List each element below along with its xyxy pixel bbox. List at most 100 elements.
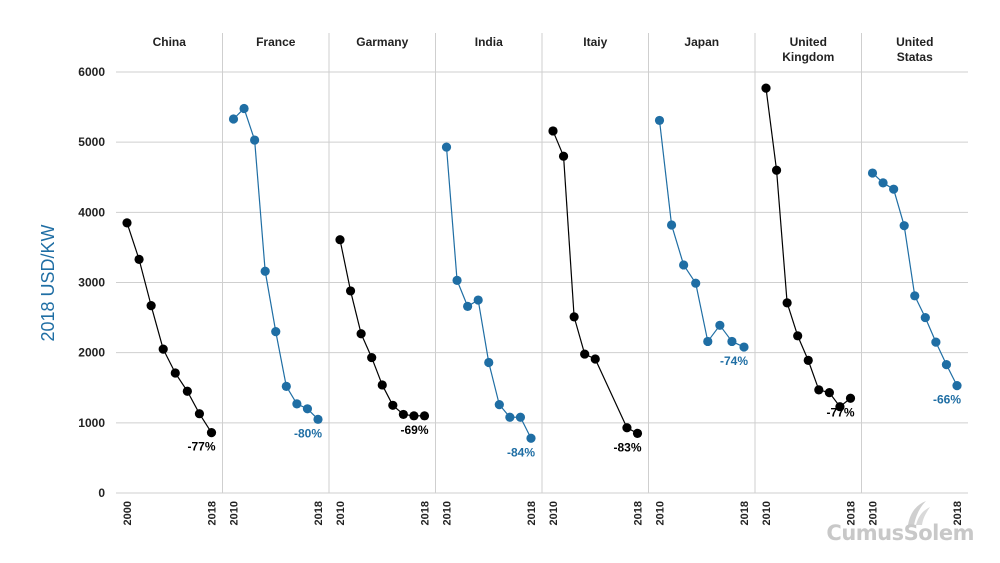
x-tick-label: 2000 xyxy=(122,501,134,525)
percent-change-label: -66% xyxy=(933,393,961,407)
annotations: -77% -80% -69% -84% -83% -74% -77% -66% xyxy=(187,354,961,459)
data-point xyxy=(835,402,845,412)
x-tick-label: 2010 xyxy=(655,501,667,525)
y-tick-label: 1000 xyxy=(78,416,105,430)
x-tick-label: 2018 xyxy=(207,501,219,525)
x-axis-ticks: 2000 2018 2010 2018 2010 2018 2010 2018 2010 2018… xyxy=(122,501,964,525)
data-point xyxy=(782,298,792,308)
data-point xyxy=(146,301,156,311)
series-segment xyxy=(264,271,277,332)
data-point xyxy=(727,336,737,347)
data-point xyxy=(194,409,205,419)
data-point xyxy=(590,354,600,364)
x-tick-label: 2010 xyxy=(335,501,347,525)
x-tick-label: 2010 xyxy=(548,501,560,525)
data-point xyxy=(335,235,345,245)
x-tick-label: 2018 xyxy=(313,501,325,525)
data-point xyxy=(824,388,834,398)
x-tick-label: 2018 xyxy=(846,501,858,525)
data-point xyxy=(452,275,462,285)
panel-title: Statas xyxy=(897,50,933,64)
series-segment xyxy=(243,108,256,141)
data-point xyxy=(122,218,132,228)
panel-title: France xyxy=(256,35,296,49)
data-point xyxy=(158,344,168,354)
series-segment xyxy=(477,299,490,363)
x-tick-label: 2018 xyxy=(420,501,432,525)
data-point xyxy=(367,352,377,363)
data-point xyxy=(867,168,878,178)
data-point xyxy=(761,83,771,93)
data-point xyxy=(666,220,677,230)
series xyxy=(122,83,962,443)
series-segment xyxy=(775,170,788,303)
y-tick-label: 0 xyxy=(98,486,105,500)
percent-change-label: -77% xyxy=(826,405,854,419)
data-point xyxy=(654,115,665,126)
panel-title: Garmany xyxy=(356,35,408,49)
logo-text: CumusSolem xyxy=(826,521,974,545)
data-point xyxy=(260,266,270,276)
panel-title: United xyxy=(896,35,933,49)
data-point xyxy=(313,414,323,424)
data-point xyxy=(356,329,366,339)
panel-title: Japan xyxy=(684,35,719,49)
series-segment xyxy=(562,156,575,317)
data-point xyxy=(250,135,260,145)
series-segment xyxy=(765,88,778,171)
x-tick-label: 2018 xyxy=(952,501,964,525)
percent-change-label: -69% xyxy=(400,423,428,437)
panel-title: India xyxy=(475,35,503,49)
data-point xyxy=(473,295,483,305)
percent-change-label: -74% xyxy=(720,354,748,368)
y-tick-label: 2000 xyxy=(78,346,105,360)
series-segment xyxy=(786,302,799,337)
series-segment xyxy=(349,290,362,334)
data-point xyxy=(814,385,824,395)
data-point xyxy=(793,331,803,341)
y-tick-label: 4000 xyxy=(78,205,105,219)
x-tick-label: 2010 xyxy=(761,501,773,525)
x-tick-label: 2018 xyxy=(633,501,645,525)
x-tick-label: 2018 xyxy=(526,501,538,525)
percent-change-label: -84% xyxy=(507,445,535,459)
series-segment xyxy=(275,331,287,387)
data-point xyxy=(292,399,302,409)
x-tick-label: 2010 xyxy=(868,501,880,525)
y-tick-label: 5000 xyxy=(78,135,105,149)
data-point xyxy=(910,291,920,301)
series-segment xyxy=(903,225,916,296)
x-tick-label: 2018 xyxy=(739,501,751,525)
panel-title: Kingdom xyxy=(782,50,834,64)
series-segment xyxy=(126,222,140,260)
series-segment xyxy=(456,280,469,307)
data-point xyxy=(302,404,313,414)
y-tick-label: 3000 xyxy=(78,276,105,290)
data-point xyxy=(463,301,473,311)
data-point xyxy=(622,423,632,433)
data-point xyxy=(345,286,356,296)
data-point xyxy=(494,399,504,410)
data-point xyxy=(134,254,144,264)
data-point xyxy=(505,412,515,422)
data-point xyxy=(739,342,749,352)
panel-title: United xyxy=(790,35,827,49)
data-point xyxy=(715,320,725,330)
data-point xyxy=(580,349,590,359)
series-segment xyxy=(573,316,586,355)
y-axis-ticks: 0 1000 2000 3000 4000 5000 6000 xyxy=(78,65,105,500)
x-tick-label: 2010 xyxy=(229,501,241,525)
data-point xyxy=(941,359,952,370)
series-segment xyxy=(138,259,152,306)
series-segment xyxy=(371,357,383,386)
data-point xyxy=(889,184,899,194)
grid xyxy=(116,33,968,494)
data-point xyxy=(388,400,398,410)
series-segment xyxy=(150,305,164,350)
panel-title: China xyxy=(153,35,187,49)
data-point xyxy=(920,312,930,323)
data-point xyxy=(952,381,962,391)
data-point xyxy=(679,260,689,270)
percent-change-label: -80% xyxy=(294,426,322,440)
data-point xyxy=(548,126,558,136)
